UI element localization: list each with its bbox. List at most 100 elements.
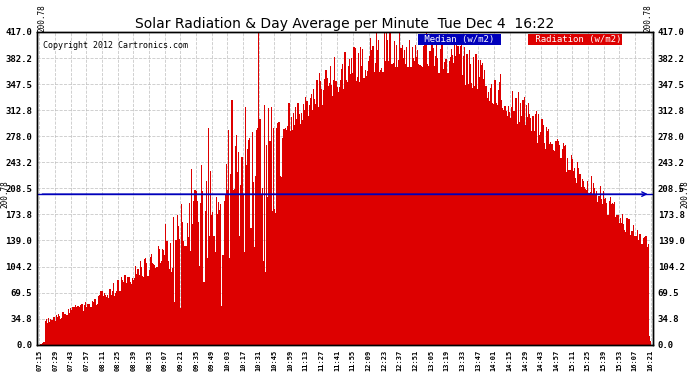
Bar [501,100,502,345]
Bar [376,32,377,345]
Bar [544,143,545,345]
Bar [58,314,59,345]
Bar [256,130,257,345]
Bar [464,47,465,345]
Bar [605,198,607,345]
Bar [488,92,489,345]
Bar [302,120,303,345]
Bar [618,214,619,345]
Bar [644,237,646,345]
Bar [395,67,396,345]
Bar [408,68,409,345]
Bar [424,38,425,345]
Bar [405,64,406,345]
Bar [536,111,537,345]
Bar [640,234,641,345]
Bar [642,244,643,345]
Bar [75,305,76,345]
Bar [154,265,155,345]
Bar [42,343,43,345]
Bar [506,116,508,345]
Bar [555,141,556,345]
Bar [629,219,630,345]
Bar [86,307,87,345]
Bar [220,204,221,345]
Bar [377,51,378,345]
Bar [583,181,584,345]
Bar [180,308,181,345]
Bar [170,243,171,345]
Bar [202,190,204,345]
Bar [164,255,166,345]
Bar [95,299,96,345]
Bar [288,103,290,345]
Bar [442,45,443,345]
Bar [427,64,428,345]
Bar [453,63,454,345]
Bar [397,67,398,345]
Bar [517,124,518,345]
Bar [443,69,444,345]
Bar [565,146,566,345]
Bar [317,106,319,345]
Bar [112,283,114,345]
Bar [600,186,601,345]
Bar [195,191,197,345]
Bar [229,258,230,345]
Bar [285,128,286,345]
Bar [522,100,524,345]
Bar [105,295,106,345]
Bar [411,67,412,345]
Bar [240,185,241,345]
Bar [245,107,246,345]
Bar [70,308,71,345]
Bar [90,307,92,345]
Bar [222,255,224,345]
Bar [426,30,427,345]
Bar [65,315,66,345]
Bar [341,69,342,345]
Bar [340,80,341,345]
Bar [46,319,47,345]
Bar [157,246,159,345]
Bar [551,144,553,345]
Text: 200.78: 200.78 [37,4,46,32]
Bar [333,80,335,345]
Bar [527,117,528,345]
Bar [416,57,417,345]
Bar [630,235,631,345]
Bar [303,104,304,345]
Bar [477,60,479,345]
Bar [444,62,445,345]
Bar [110,296,112,345]
Bar [574,168,575,345]
Bar [528,103,529,345]
Bar [564,146,565,345]
Title: Solar Radiation & Day Average per Minute  Tue Dec 4  16:22: Solar Radiation & Day Average per Minute… [135,17,555,31]
Bar [283,129,284,345]
Bar [225,195,226,345]
Bar [108,298,110,345]
Bar [542,125,544,345]
Bar [482,63,483,345]
Bar [351,58,353,345]
Bar [483,79,484,345]
Bar [339,87,340,345]
Bar [211,215,213,345]
Bar [457,46,459,345]
Bar [257,128,258,345]
Bar [207,258,208,345]
Bar [238,152,239,345]
Bar [431,35,432,345]
Bar [387,40,388,345]
Bar [479,77,480,345]
Bar [412,47,413,345]
Bar [592,195,593,345]
Bar [364,70,366,345]
Bar [461,42,462,345]
Bar [537,144,538,345]
Bar [87,304,88,345]
Bar [349,60,350,345]
Bar [125,275,126,345]
Bar [331,85,332,345]
